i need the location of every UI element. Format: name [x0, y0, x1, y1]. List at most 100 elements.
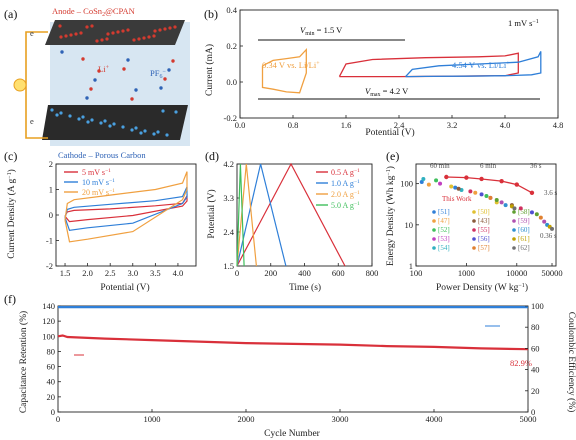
e-legend-label: [51]	[438, 208, 450, 216]
panel-label-f: (f)	[4, 292, 16, 306]
e-time-36s: 36 s	[530, 162, 542, 170]
e-xlabel: Power Density (W kg−1)	[436, 282, 528, 293]
e-ref-point	[434, 178, 439, 183]
d-ylabel: Potential (V)	[206, 189, 217, 238]
e-legend-marker	[512, 210, 516, 214]
anode-particle	[132, 38, 136, 42]
cathode-particle	[50, 108, 54, 112]
e-ref-point	[479, 192, 484, 197]
cathode-particle	[81, 115, 85, 119]
e-time-6min: 6 min	[480, 162, 497, 170]
li-ion	[89, 87, 93, 91]
anode-particle	[85, 25, 89, 29]
e-time-3.6s: 3.6 s	[544, 189, 558, 197]
li-ion	[122, 67, 126, 71]
bulb-icon	[13, 78, 27, 92]
anode-particle	[64, 34, 68, 38]
b-ylabel: Current (mA)	[204, 44, 215, 96]
anode-layer	[45, 20, 185, 45]
e-axes: 100 1000 10000 50000 1 10 100	[400, 163, 563, 278]
panel-label-e: (e)	[386, 149, 399, 163]
e-legend-marker	[512, 228, 516, 232]
e-legend-label: [59]	[518, 217, 530, 225]
pf6-ion	[85, 96, 89, 100]
anode-particle	[106, 32, 110, 36]
cathode-particles	[50, 108, 178, 137]
cathode-particle	[68, 114, 72, 118]
cathode-layer	[42, 105, 188, 140]
cathode-particle	[59, 111, 63, 115]
b-vmin-annotation: Vmin = 1.5 V	[300, 25, 343, 37]
b-ytick-label: 0.4	[226, 5, 237, 15]
li-ion-label: Li+	[98, 64, 110, 74]
c-ylabel: Current Density (A g−1)	[6, 169, 17, 259]
e-ref-point	[468, 189, 473, 194]
d-ytick-label: 2.4	[223, 227, 234, 237]
e-ref-point	[542, 219, 547, 224]
f-xtick-label: 2000	[238, 414, 255, 424]
d-gcd-curve-1	[236, 163, 287, 267]
anode-particle	[100, 38, 104, 42]
e-xtick-label: 100	[410, 268, 423, 278]
anode-particle	[173, 25, 177, 29]
anode-particle	[59, 35, 63, 39]
e-legend-label: [56]	[478, 235, 490, 243]
e-ref-point	[438, 181, 443, 186]
cathode-particle	[55, 113, 59, 117]
e-ref-point	[494, 198, 499, 203]
e-ytick-label: 100	[400, 179, 413, 189]
e-ref-point	[550, 226, 555, 231]
b-cv-curve-1	[338, 52, 519, 78]
panel-b: (b) Potential (V) Current (mA) 1 mV s−1 …	[204, 7, 540, 138]
d-legend-label: 0.5 A g−1	[331, 168, 360, 177]
anode-particle	[168, 26, 172, 30]
b-orange-annotation: 0.34 V vs. Li/Li+	[262, 60, 320, 70]
e-ref-point	[518, 206, 523, 211]
f-y2label: Coulombic Efficiency (%)	[566, 312, 576, 413]
e-legend-label: [62]	[518, 244, 530, 252]
d-xtick-label: 0	[235, 268, 239, 278]
pf6-ion	[167, 68, 171, 72]
b-vmax-annotation: Vmax = 4.2 V	[365, 86, 409, 98]
anode-particle	[111, 31, 115, 35]
e-legend-label: [58]	[518, 208, 530, 216]
f-y2tick-label: 0	[531, 407, 535, 417]
anode-particle	[158, 28, 162, 32]
d-xtick-label: 200	[264, 268, 277, 278]
e-time-60min: 60 min	[430, 162, 450, 170]
e-legend-marker	[432, 228, 436, 232]
c-ytick-label: -1	[46, 236, 53, 246]
cathode-particle	[86, 120, 90, 124]
d-xtick-label: 600	[332, 268, 345, 278]
panel-label-a: (a)	[4, 7, 17, 21]
li-ion	[171, 59, 175, 63]
d-gcd-curve-0	[236, 162, 346, 267]
anode-particle	[116, 30, 120, 34]
c-frame	[55, 163, 197, 267]
e-legend-marker	[472, 237, 476, 241]
b-xtick-label: 2.4	[394, 120, 405, 130]
anode-particle	[163, 27, 167, 31]
e-ref-point	[473, 190, 478, 195]
pf6-ion	[60, 50, 64, 54]
e-legend-marker	[472, 210, 476, 214]
e-legend: [51][47][52][53][54] [50][43][55][56][57]…	[432, 208, 530, 252]
cathode-particle	[152, 132, 156, 136]
e-legend-marker	[432, 237, 436, 241]
c-xtick-label: 1.5	[60, 268, 71, 278]
anode-particles	[58, 24, 177, 43]
cathode-particle	[134, 126, 138, 130]
b-axes: 0.0 0.8 1.6 2.4 3.2 4.0 4.8-0.20.00.20.4	[224, 5, 564, 130]
e-this-work-point	[479, 176, 484, 182]
anode-particle	[69, 33, 73, 37]
anode-particle	[153, 29, 157, 33]
c-xtick-label: 4.0	[173, 268, 184, 278]
f-y2tick-label: 60	[531, 343, 540, 353]
c-legend-label: 10 mV s−1	[82, 178, 115, 187]
c-ytick-label: 1	[49, 185, 53, 195]
d-ytick-label: 3.3	[223, 193, 234, 203]
panel-d: (d) Time (s) Potential (V) 0.5 A g−1 1.0 …	[205, 149, 360, 293]
cathode-particle	[108, 124, 112, 128]
cathode-particle	[161, 109, 165, 113]
